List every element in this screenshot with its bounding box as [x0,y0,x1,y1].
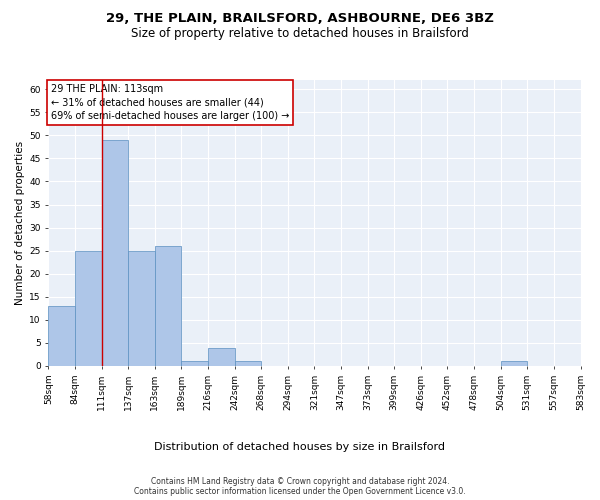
Bar [181,362,208,366]
Bar [208,348,235,366]
Bar [75,250,101,366]
Bar [155,246,181,366]
Text: 29, THE PLAIN, BRAILSFORD, ASHBOURNE, DE6 3BZ: 29, THE PLAIN, BRAILSFORD, ASHBOURNE, DE… [106,12,494,26]
Y-axis label: Number of detached properties: Number of detached properties [15,141,25,305]
Text: Contains HM Land Registry data © Crown copyright and database right 2024.: Contains HM Land Registry data © Crown c… [151,478,449,486]
Bar [128,250,155,366]
Text: Size of property relative to detached houses in Brailsford: Size of property relative to detached ho… [131,28,469,40]
Text: 29 THE PLAIN: 113sqm
← 31% of detached houses are smaller (44)
69% of semi-detac: 29 THE PLAIN: 113sqm ← 31% of detached h… [51,84,289,120]
Bar [101,140,128,366]
Bar [49,306,75,366]
Text: Contains public sector information licensed under the Open Government Licence v3: Contains public sector information licen… [134,488,466,496]
Bar [235,362,261,366]
Bar [500,362,527,366]
Text: Distribution of detached houses by size in Brailsford: Distribution of detached houses by size … [155,442,445,452]
